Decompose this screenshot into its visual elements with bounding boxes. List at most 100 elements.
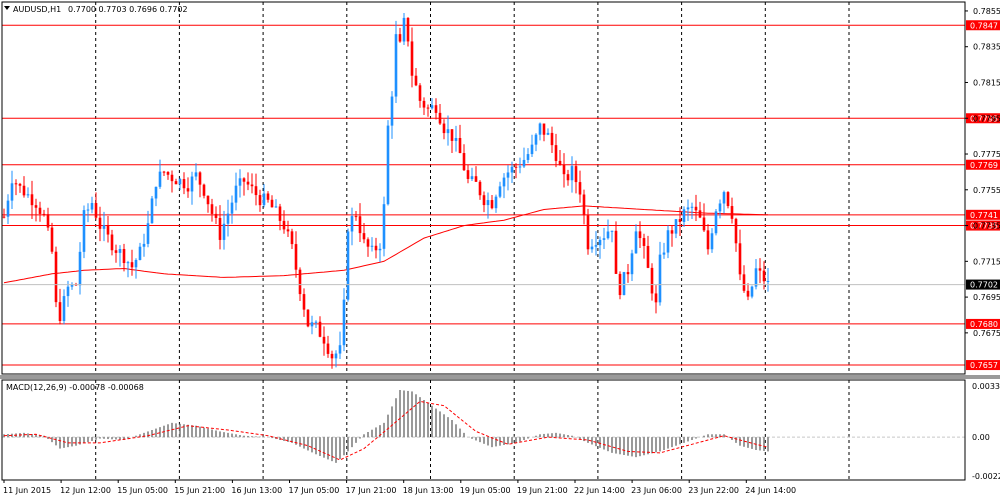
time-tick-label: 17 Jun 05:00 <box>289 486 340 495</box>
candle-body <box>478 181 482 196</box>
candle-body <box>462 153 466 171</box>
candle-body <box>58 302 62 321</box>
candle-body <box>278 206 282 221</box>
candle-body <box>162 171 166 173</box>
candle-body <box>638 231 642 239</box>
candle-body <box>602 238 606 240</box>
candle-body <box>170 174 174 182</box>
candle-body <box>630 253 634 275</box>
level-tag <box>966 209 1000 220</box>
candle-body <box>158 171 162 187</box>
price-tick-label: 0.7775 <box>973 150 1000 159</box>
candle-body <box>642 238 646 246</box>
horizontal-levels[interactable] <box>2 24 965 366</box>
macd-axis[interactable]: 0.00334 0.00 -0.00224 <box>972 382 1000 481</box>
price-tick-label: 0.7755 <box>973 186 1000 195</box>
time-tick-label: 15 Jun 21:00 <box>174 486 225 495</box>
panel-separator[interactable] <box>0 375 1000 379</box>
macd-panel-border <box>1 379 966 481</box>
candle-body <box>66 286 70 297</box>
candle-body <box>450 129 454 141</box>
time-tick-label: 16 Jun 13:00 <box>231 486 282 495</box>
candle-body <box>222 223 226 240</box>
candle-body <box>574 166 578 183</box>
candle-body <box>378 248 382 251</box>
candle-body <box>442 123 446 134</box>
candle-body <box>298 269 302 295</box>
candle-body <box>206 195 210 205</box>
candle-body <box>550 132 554 146</box>
candle-body <box>334 353 338 359</box>
candle-body <box>666 230 670 253</box>
candle-body <box>470 176 474 179</box>
candle-body <box>742 274 746 291</box>
candle-body <box>558 160 562 165</box>
level-tag-label: 0.7657 <box>970 361 998 370</box>
candle-body <box>238 178 242 186</box>
candle-body <box>146 223 150 244</box>
candle-body <box>446 129 450 134</box>
candle-body <box>2 216 6 218</box>
caret-down-icon[interactable] <box>4 6 10 10</box>
candle-body <box>302 294 306 310</box>
candle-body <box>122 248 126 264</box>
macd-panel[interactable]: MACD(12,26,9) -0.00078 -0.00068 <box>1 379 966 481</box>
price-tick-label: 0.7855 <box>973 7 1000 16</box>
candle-body <box>102 225 106 229</box>
candle-body <box>686 207 690 210</box>
time-axis[interactable]: 11 Jun 2015 12 Jun 12:00 15 Jun 05:00 15 Ju… <box>3 480 796 495</box>
candle-body <box>430 105 434 109</box>
candle-body <box>30 194 34 206</box>
price-tick-label: 0.7795 <box>973 114 1000 123</box>
candle-body <box>338 345 342 354</box>
candle-body <box>210 204 214 214</box>
chart-header: AUDUSD,H1 0.7700 0.7703 0.7696 0.7702 <box>4 5 188 14</box>
level-tag <box>966 113 1000 124</box>
candle-body <box>230 202 234 214</box>
candle-body <box>570 166 574 181</box>
candle-body <box>754 268 758 287</box>
candle-body <box>14 183 18 185</box>
macd-tick-label: 0.00 <box>972 433 990 442</box>
level-tag-label: 0.7847 <box>970 21 998 30</box>
candle-body <box>594 245 598 247</box>
candle-body <box>526 154 530 160</box>
moving-average-line <box>3 205 769 284</box>
candle-body <box>314 321 318 323</box>
price-tick-label: 0.7835 <box>973 43 1000 52</box>
time-tick-label: 18 Jun 13:00 <box>403 486 454 495</box>
candle-body <box>46 214 50 228</box>
candle-body <box>726 192 730 207</box>
candle-body <box>350 216 354 232</box>
symbol-label: AUDUSD,H1 <box>13 5 61 14</box>
price-panel[interactable] <box>1 1 966 375</box>
macd-tick-label: -0.00224 <box>972 472 1000 481</box>
candle-body <box>154 186 158 199</box>
candle-body <box>518 166 522 168</box>
candle-body <box>494 196 498 209</box>
candle-body <box>294 244 298 270</box>
candle-body <box>698 210 702 218</box>
candle-body <box>118 248 122 253</box>
candle-body <box>654 293 658 303</box>
time-tick-label: 23 Jun 22:00 <box>688 486 739 495</box>
candle-body <box>110 234 114 251</box>
candle-body <box>322 336 326 344</box>
candle-body <box>694 206 698 211</box>
candle-body <box>466 170 470 179</box>
candle-body <box>50 227 54 252</box>
level-tag-label: 0.7795 <box>970 114 998 123</box>
candle-body <box>26 194 30 196</box>
candle-body <box>214 213 218 218</box>
time-tick-label: 19 Jun 05:00 <box>460 486 511 495</box>
candle-body <box>306 309 310 327</box>
candle-body <box>150 198 154 224</box>
price-axis[interactable]: 0.78470.77950.77690.77410.77350.76800.76… <box>965 7 1000 371</box>
candle-body <box>578 182 582 195</box>
time-tick-label: 22 Jun 14:00 <box>574 486 625 495</box>
candle-body <box>226 213 230 224</box>
level-tag <box>966 20 1000 31</box>
level-tag <box>966 360 1000 371</box>
